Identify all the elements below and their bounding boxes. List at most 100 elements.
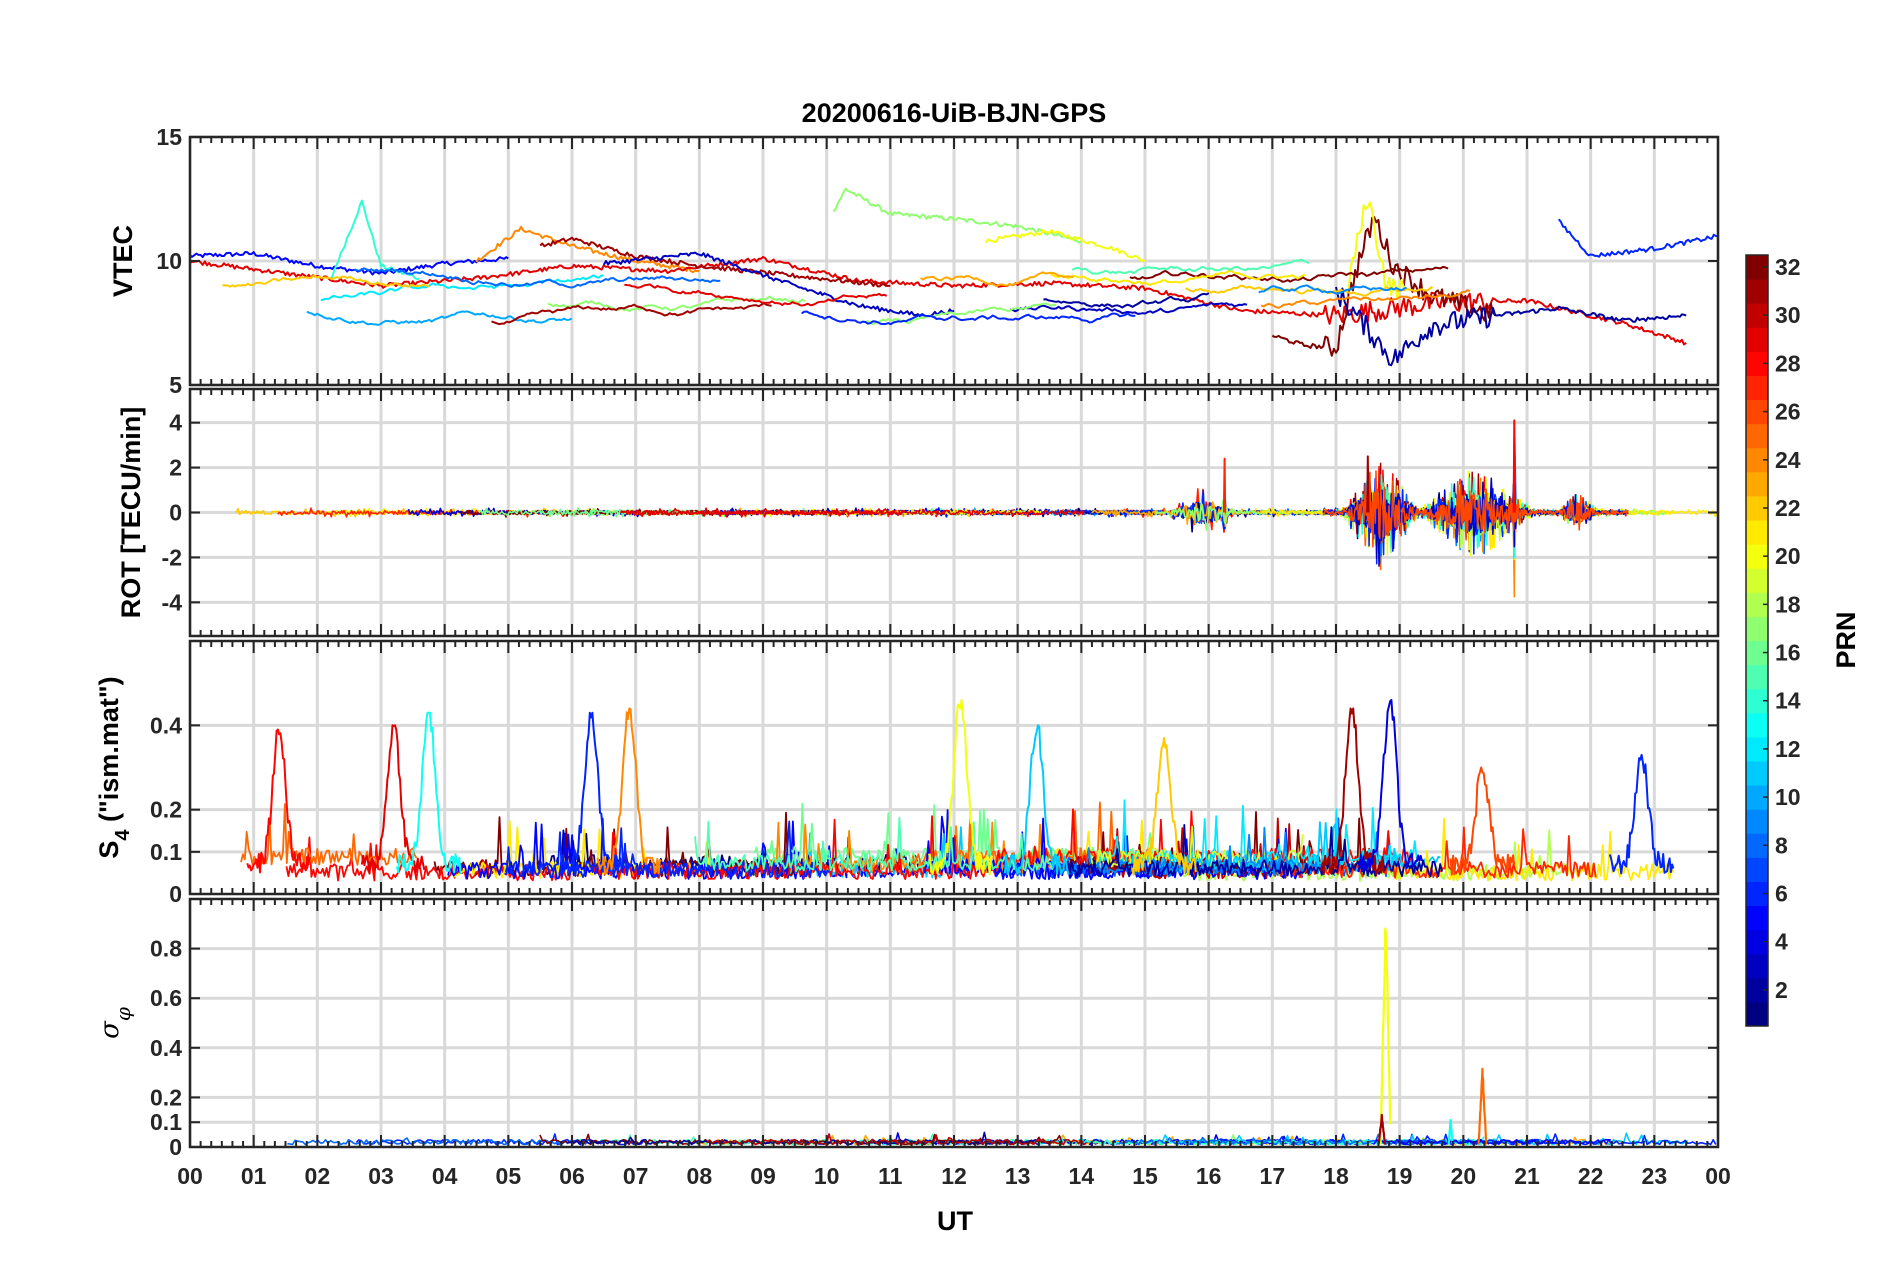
colorbar-segment <box>1746 520 1768 545</box>
vtec-line-prn-2 <box>1335 286 1687 367</box>
colorbar-segment <box>1746 833 1768 858</box>
y-axis-label-sigma-phi: σφ <box>95 1007 135 1039</box>
vtec-line-prn-3 <box>602 251 955 318</box>
s4-ytick-label: 0.2 <box>150 797 182 823</box>
s4-ytick-label: 0.1 <box>150 839 182 865</box>
rot-ytick-label: -2 <box>162 544 182 570</box>
vtec-line <box>306 310 573 326</box>
colorbar-segment <box>1746 471 1768 497</box>
colorbar-segment <box>1746 423 1768 449</box>
colorbar-tick-label: 4 <box>1775 929 1788 955</box>
vtec-line-prn-32 <box>1271 216 1497 357</box>
vtec-line <box>491 302 772 326</box>
vtec-line <box>1009 302 1248 315</box>
colorbar-segment <box>1746 616 1768 641</box>
vtec-line-prn-29 <box>190 256 1687 346</box>
x-tick-label: 19 <box>1387 1163 1413 1189</box>
s4-peak-prn-28 <box>246 728 311 874</box>
y-axis-label-vtec: VTEC <box>108 225 138 297</box>
colorbar-segment <box>1746 399 1768 425</box>
vtec-line <box>547 295 806 312</box>
x-tick-label: 08 <box>687 1163 713 1189</box>
vtec-ytick-label: 10 <box>156 248 182 274</box>
x-tick-label: 01 <box>241 1163 267 1189</box>
vtec-line-prn-20 <box>1347 201 1407 301</box>
s4-peak-prn-20 <box>928 699 994 876</box>
s4-line <box>240 803 418 866</box>
colorbar-tick-label: 24 <box>1775 447 1801 473</box>
x-tick-label: 13 <box>1005 1163 1031 1189</box>
rot-spike <box>1222 457 1227 513</box>
x-tick-label: 00 <box>1705 1163 1731 1189</box>
x-tick-label: 09 <box>750 1163 776 1189</box>
s4-peak-prn-24 <box>596 707 662 876</box>
x-tick-label: 16 <box>1196 1163 1222 1189</box>
vtec-line <box>624 283 888 307</box>
colorbar-segment <box>1746 279 1768 304</box>
rot-spike <box>1366 455 1370 513</box>
colorbar-segment <box>1746 303 1768 328</box>
sigmaphi-ytick-label: 0.2 <box>150 1084 182 1110</box>
s4-ytick-label: 0 <box>169 881 182 907</box>
colorbar-segment <box>1746 544 1768 569</box>
s4-peak-prn-26 <box>1449 766 1516 876</box>
colorbar-tick-label: 28 <box>1775 350 1801 376</box>
sigmaphi-ytick-label: 0.1 <box>150 1109 182 1135</box>
vtec-line-prn-24 <box>475 225 700 274</box>
colorbar-tick-label: 8 <box>1775 832 1788 858</box>
vtec-line-prn-20 <box>984 228 1146 262</box>
colorbar-label: PRN <box>1831 611 1861 668</box>
colorbar-tick-label: 18 <box>1775 591 1801 617</box>
x-tick-label: 18 <box>1323 1163 1349 1189</box>
x-tick-label: 20 <box>1451 1163 1477 1189</box>
colorbar-segment <box>1746 664 1768 690</box>
colorbar-tick-label: 32 <box>1775 254 1801 280</box>
vtec-line <box>864 302 1057 326</box>
x-tick-label: 04 <box>432 1163 458 1189</box>
colorbar-segment <box>1746 881 1768 907</box>
colorbar-tick-label: 16 <box>1775 640 1801 666</box>
sigmaphi-ytick-label: 0.6 <box>150 985 182 1011</box>
vtec-line-prn-17 <box>832 187 1082 244</box>
vtec-line <box>1129 265 1449 283</box>
colorbar-segment <box>1746 857 1768 882</box>
panel-sigmaphi: 00.10.2 0.4 0.6 0.8 <box>150 897 1720 1160</box>
vtec-line <box>1043 292 1210 309</box>
colorbar-segment <box>1746 736 1768 762</box>
y-axis-label-s4: S4 ("ism.mat") <box>94 676 134 858</box>
rot-frame <box>188 387 1720 638</box>
vtec-line <box>320 274 604 302</box>
s4-ytick-label: 0.4 <box>150 712 182 738</box>
rot-spike <box>1512 419 1516 513</box>
sigmaphi-ytick-label: 0 <box>169 1134 182 1160</box>
panel-vtec: 5 10 15 <box>156 124 1720 398</box>
colorbar-tick-label: 10 <box>1775 784 1801 810</box>
rot-line <box>624 507 1085 518</box>
x-tick-label: 21 <box>1514 1163 1540 1189</box>
colorbar-tick-label: 6 <box>1775 880 1788 906</box>
s4-peak-prn-31 <box>1319 707 1385 876</box>
sigmaphi-spike-prn-13 <box>1447 1119 1454 1145</box>
vtec-line <box>1071 258 1310 275</box>
vtec-line-prn-5 <box>190 251 509 276</box>
sigmaphi-series <box>287 927 1717 1146</box>
rot-ytick-label: -4 <box>162 589 183 615</box>
s4-peak-prn-13 <box>395 711 462 875</box>
colorbar-segment <box>1746 592 1768 617</box>
vtec-line <box>1260 289 1471 309</box>
colorbar-segment <box>1746 905 1768 931</box>
colorbar-segment <box>1746 953 1768 979</box>
x-axis-label: UT <box>937 1206 973 1236</box>
colorbar-segment <box>1746 495 1768 521</box>
colorbar-segment <box>1746 640 1768 666</box>
panel-rot: -4 -2 0 2 4 <box>162 387 1720 638</box>
x-tick-label: 02 <box>305 1163 331 1189</box>
colorbar-segment <box>1746 760 1768 786</box>
x-tick-label: 23 <box>1642 1163 1668 1189</box>
sigmaphi-spike-prn-25 <box>1477 1067 1488 1145</box>
s4-peak-prn-22 <box>1131 737 1197 876</box>
sigmaphi-ytick-label: 0.4 <box>150 1035 182 1061</box>
rot-series <box>234 419 1718 598</box>
vtec-line <box>222 274 430 288</box>
